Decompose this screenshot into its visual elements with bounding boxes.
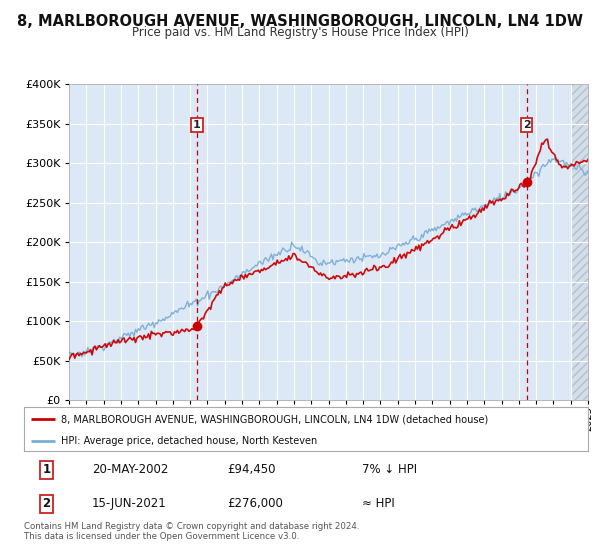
Text: 8, MARLBOROUGH AVENUE, WASHINGBOROUGH, LINCOLN, LN4 1DW (detached house): 8, MARLBOROUGH AVENUE, WASHINGBOROUGH, L…	[61, 414, 488, 424]
Text: £276,000: £276,000	[227, 497, 283, 510]
Text: 8, MARLBOROUGH AVENUE, WASHINGBOROUGH, LINCOLN, LN4 1DW: 8, MARLBOROUGH AVENUE, WASHINGBOROUGH, L…	[17, 14, 583, 29]
Text: 2: 2	[523, 120, 530, 130]
Text: 2: 2	[43, 497, 50, 510]
Text: Price paid vs. HM Land Registry's House Price Index (HPI): Price paid vs. HM Land Registry's House …	[131, 26, 469, 39]
Text: 1: 1	[193, 120, 200, 130]
Text: £94,450: £94,450	[227, 463, 275, 476]
Text: 20-MAY-2002: 20-MAY-2002	[92, 463, 168, 476]
Text: HPI: Average price, detached house, North Kesteven: HPI: Average price, detached house, Nort…	[61, 436, 317, 446]
Text: Contains HM Land Registry data © Crown copyright and database right 2024.: Contains HM Land Registry data © Crown c…	[24, 522, 359, 531]
Text: ≈ HPI: ≈ HPI	[362, 497, 395, 510]
Bar	[571, 84, 588, 400]
Text: 1: 1	[43, 463, 50, 476]
Text: 15-JUN-2021: 15-JUN-2021	[92, 497, 166, 510]
Text: 7% ↓ HPI: 7% ↓ HPI	[362, 463, 418, 476]
Text: This data is licensed under the Open Government Licence v3.0.: This data is licensed under the Open Gov…	[24, 532, 299, 541]
